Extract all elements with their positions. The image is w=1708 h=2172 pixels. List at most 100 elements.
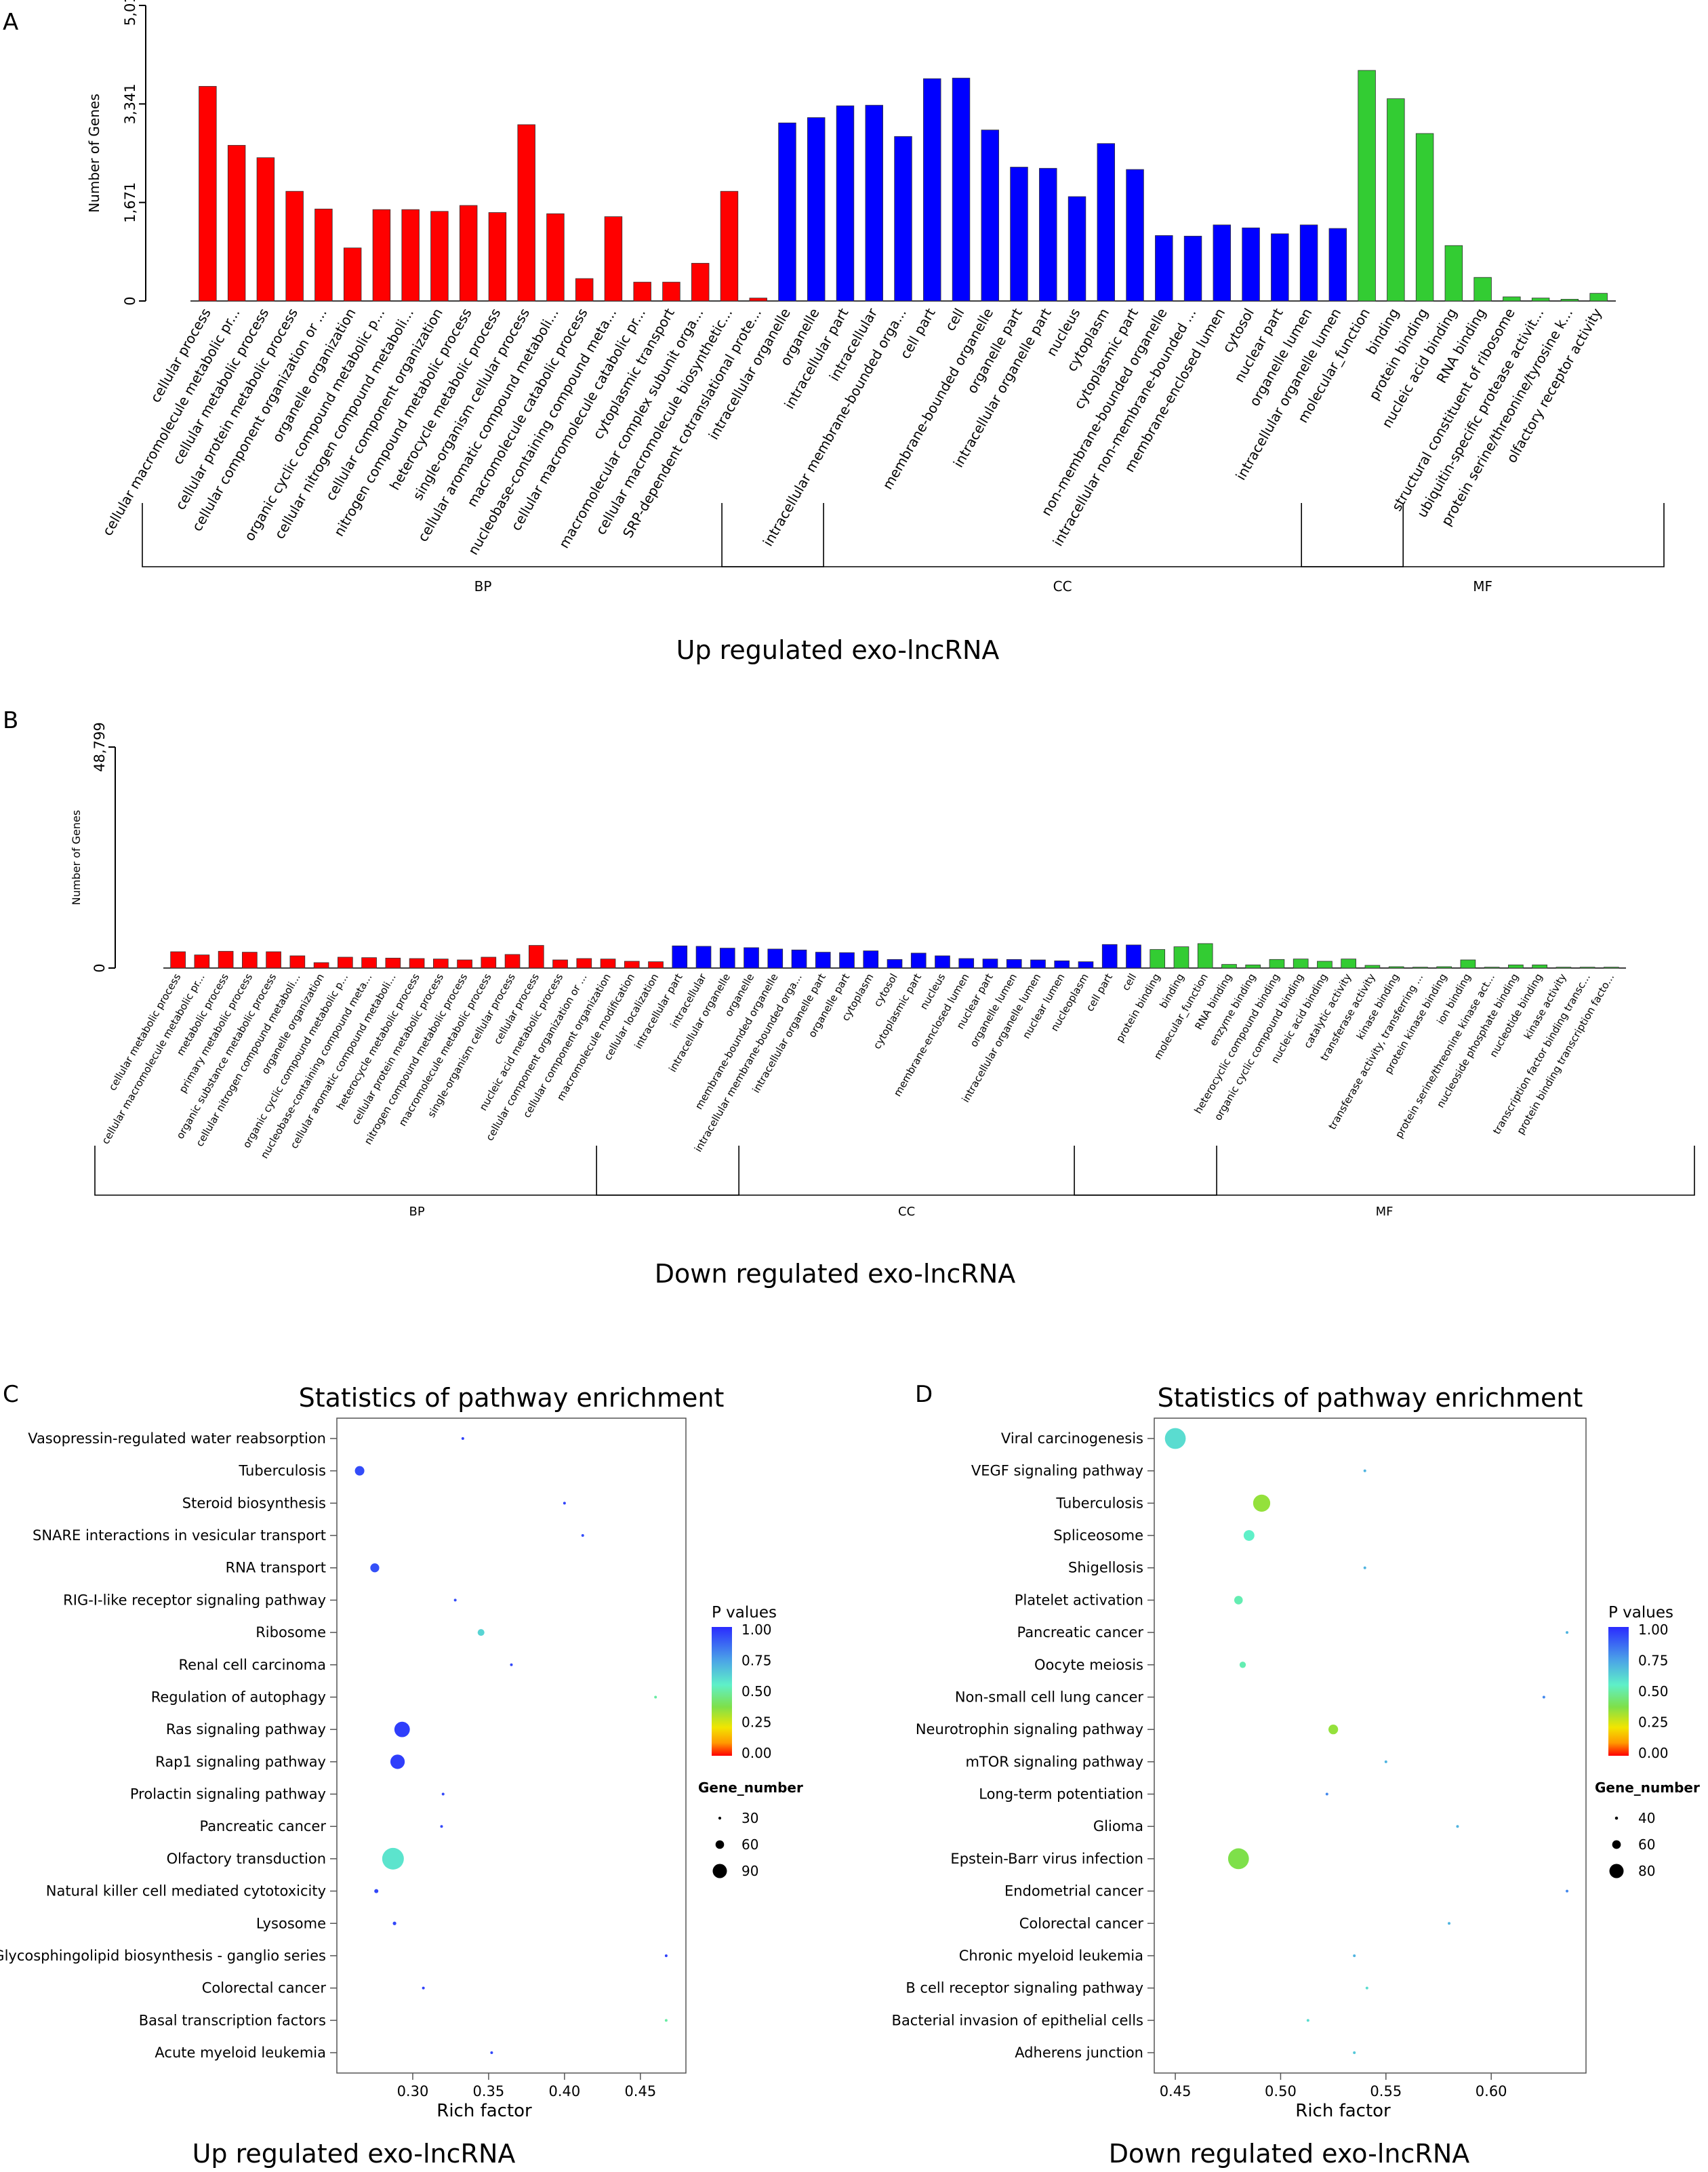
pathway-label: Bacterial invasion of epithelial cells — [892, 2012, 1143, 2028]
bar — [1097, 143, 1116, 302]
bar — [1508, 964, 1524, 969]
bar — [1293, 959, 1309, 969]
bar — [839, 952, 855, 969]
bar — [1436, 966, 1452, 969]
bar — [430, 211, 449, 302]
legend-size-label: 40 — [1638, 1810, 1655, 1826]
legend-size-dot — [712, 1864, 727, 1878]
bar — [1387, 98, 1405, 302]
bar — [1415, 133, 1434, 302]
point — [440, 1825, 443, 1828]
pathway-label: VEGF signaling pathway — [971, 1463, 1143, 1479]
bar — [575, 278, 594, 302]
legend-color-label: 0.25 — [1638, 1714, 1669, 1731]
pathway-label: Vasopressin-regulated water reabsorption — [28, 1430, 326, 1447]
group-label: CC — [1053, 578, 1072, 595]
y-tick-label: 3,341 — [122, 83, 138, 124]
legend-size-dot — [1609, 1864, 1624, 1878]
bar — [401, 209, 420, 302]
point — [1239, 1662, 1246, 1668]
y-tick-label: 0 — [122, 296, 138, 305]
bar — [1039, 167, 1057, 302]
caption-d: Down regulated exo-lncRNA — [1109, 2139, 1470, 2169]
point — [1363, 1566, 1366, 1569]
pathway-label: Colorectal cancer — [1019, 1915, 1144, 1931]
pathway-scatter-down: Statistics of pathway enrichment Viral ca… — [892, 1383, 1700, 2121]
legend-color-label: 0.50 — [1638, 1683, 1669, 1700]
bar — [815, 952, 831, 969]
bar — [624, 961, 640, 969]
group-label: BP — [474, 578, 492, 595]
caption-c: Up regulated exo-lncRNA — [192, 2139, 516, 2169]
panel-letter-d: D — [915, 1381, 933, 1408]
bar — [767, 948, 784, 969]
bar — [409, 958, 425, 969]
bar — [552, 959, 568, 969]
pathway-label: Oocyte meiosis — [1034, 1657, 1143, 1673]
point — [1456, 1825, 1459, 1828]
bar — [285, 190, 304, 302]
bar — [691, 262, 710, 302]
pathway-label: Shigellosis — [1068, 1560, 1143, 1576]
bar — [343, 247, 362, 302]
bar — [504, 954, 521, 969]
y-axis-label: Number of Genes — [86, 94, 102, 213]
point — [422, 1986, 425, 1990]
pathway-label: Pancreatic cancer — [199, 1818, 326, 1834]
point — [563, 1502, 566, 1505]
point — [1164, 1428, 1186, 1449]
plot-area — [336, 1417, 687, 2074]
legend-color-label: 0.00 — [1638, 1745, 1669, 1761]
bar — [648, 961, 664, 969]
bar — [1503, 296, 1521, 302]
legend-gradient — [1608, 1627, 1629, 1756]
group-label: BP — [409, 1205, 424, 1219]
pathway-label: Colorectal cancer — [202, 1980, 327, 1996]
legend-color-title: P values — [1608, 1604, 1673, 1622]
y-tick-label: 5,012 — [122, 0, 138, 26]
pathway-label: Platelet activation — [1015, 1592, 1143, 1608]
bar — [633, 281, 651, 302]
bar — [289, 955, 306, 969]
bar — [791, 949, 807, 969]
plot-area — [1154, 1417, 1587, 2074]
bar — [600, 959, 616, 969]
legend-size-dot — [718, 1816, 722, 1820]
bar — [863, 950, 879, 969]
legend-color-label: 0.25 — [741, 1714, 772, 1731]
bar — [1173, 946, 1190, 969]
point — [664, 1954, 668, 1957]
point — [1253, 1494, 1271, 1512]
point — [1328, 1725, 1339, 1735]
bar — [1317, 961, 1333, 969]
bar — [576, 958, 592, 969]
legend-size-label: 90 — [741, 1863, 758, 1879]
point — [664, 2019, 668, 2022]
bar — [1010, 167, 1028, 302]
bar — [314, 208, 333, 302]
pathway-label: Acute myeloid leukemia — [155, 2045, 326, 2061]
bar — [981, 129, 999, 302]
panel-letter-c: C — [3, 1381, 19, 1408]
pathway-label: Basal transcription factors — [139, 2012, 326, 2028]
bar — [1126, 169, 1144, 302]
bar — [958, 958, 975, 969]
bar — [1245, 964, 1261, 969]
pathway-label: Epstein-Barr virus infection — [950, 1851, 1143, 1867]
pathway-label: Renal cell carcinoma — [178, 1657, 326, 1673]
point — [1234, 1596, 1243, 1605]
point — [1353, 1954, 1356, 1957]
point — [461, 1437, 464, 1440]
panel-letter-b: B — [3, 707, 18, 734]
bar — [935, 955, 950, 969]
point — [441, 1792, 445, 1796]
bar — [1197, 943, 1213, 969]
bar — [459, 205, 478, 302]
point — [354, 1466, 365, 1476]
pathway-label: RNA transport — [226, 1560, 326, 1576]
bar — [1388, 966, 1404, 969]
point — [654, 1695, 657, 1699]
point — [1384, 1760, 1387, 1763]
point — [1353, 2051, 1356, 2054]
y-tick-label: 0 — [92, 963, 108, 972]
